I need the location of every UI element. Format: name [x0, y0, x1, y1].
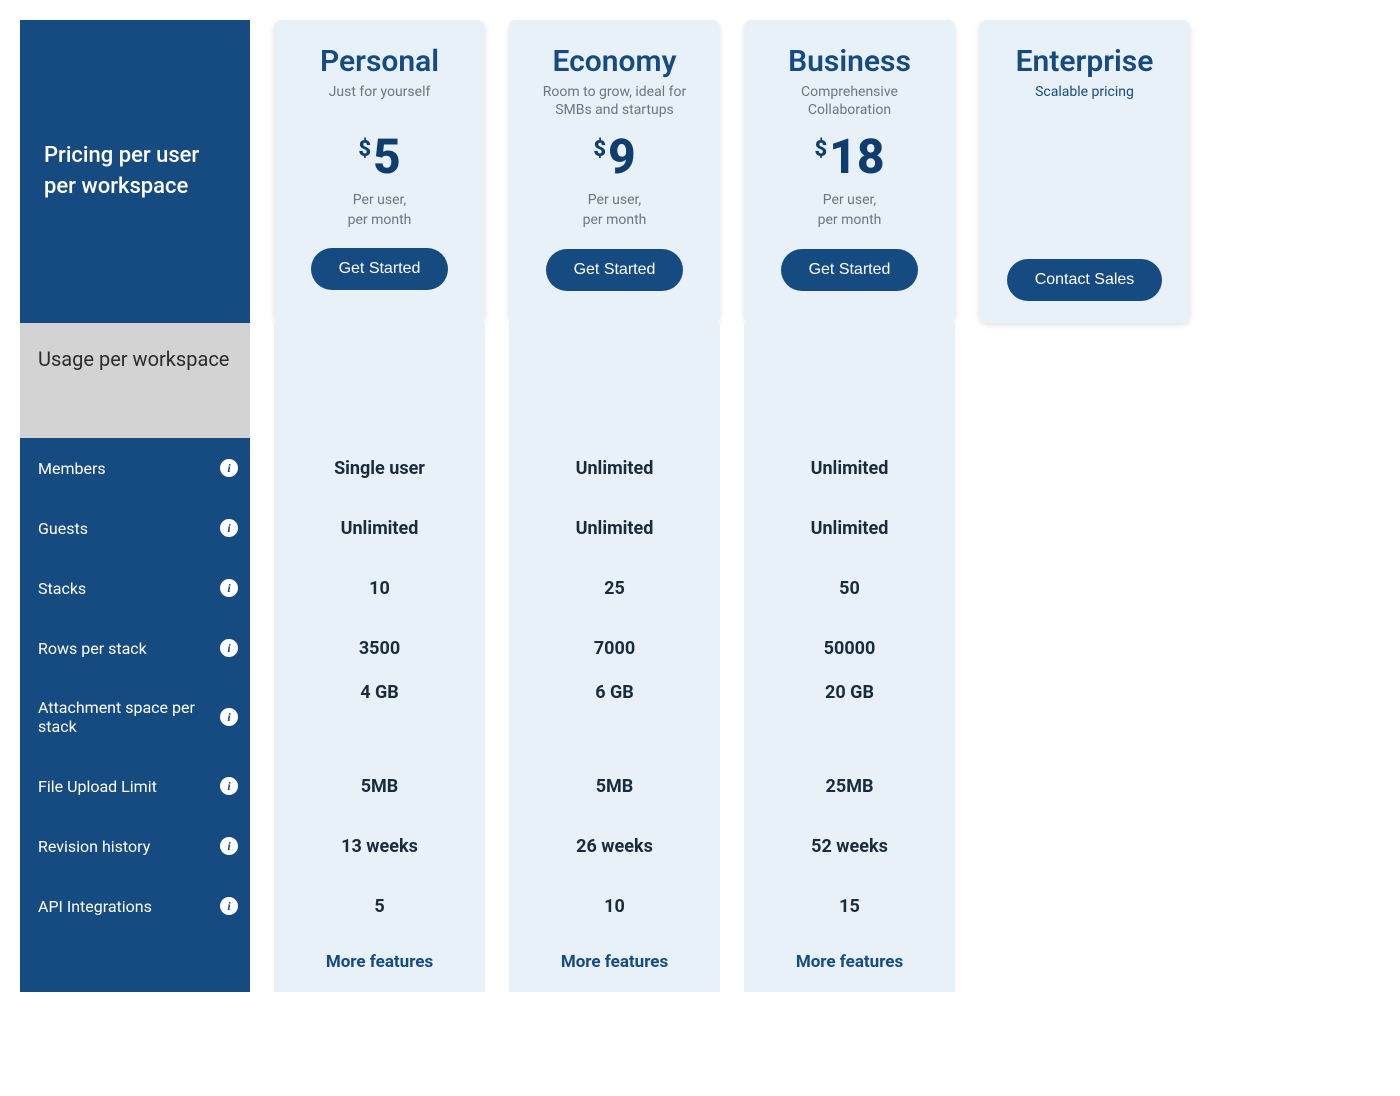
val-business-guests: Unlimited [744, 498, 955, 558]
plan-tagline: Scalable pricing [1035, 83, 1134, 119]
more-features-link[interactable]: More features [744, 936, 955, 992]
section-header-usage: Usage per workspace [20, 323, 250, 438]
more-features-link[interactable]: More features [274, 936, 485, 992]
plan-currency: $ [814, 139, 827, 161]
info-icon[interactable]: i [220, 708, 238, 726]
val-personal-stacks: 10 [274, 558, 485, 618]
plan-currency: $ [358, 139, 371, 161]
pricing-header: Pricing per user per workspace [20, 20, 250, 323]
feature-row-revision-history: Revision history i [20, 816, 250, 876]
val-economy-upload: 5MB [509, 756, 720, 816]
feature-row-rows-per-stack: Rows per stack i [20, 618, 250, 678]
feature-row-members: Members i [20, 438, 250, 498]
info-icon[interactable]: i [220, 897, 238, 915]
plan-name: Personal [320, 44, 439, 79]
plan-tagline: Just for yourself [329, 83, 431, 119]
val-personal-attach: 4 GB [274, 678, 485, 756]
contact-sales-button[interactable]: Contact Sales [1007, 259, 1163, 301]
val-business-revision: 52 weeks [744, 816, 955, 876]
info-icon[interactable]: i [220, 639, 238, 657]
feature-row-api-integrations: API Integrations i [20, 876, 250, 936]
feature-row-stacks: Stacks i [20, 558, 250, 618]
plan-amount: 9 [608, 133, 636, 181]
val-business-upload: 25MB [744, 756, 955, 816]
val-personal-members: Single user [274, 438, 485, 498]
info-icon[interactable]: i [220, 777, 238, 795]
plan-card-enterprise: Enterprise Scalable pricing Contact Sale… [979, 20, 1190, 323]
plan-amount: 5 [373, 133, 401, 181]
val-economy-rows: 7000 [509, 618, 720, 678]
val-personal-upload: 5MB [274, 756, 485, 816]
val-economy-api: 10 [509, 876, 720, 936]
val-business-attach: 20 GB [744, 678, 955, 756]
plan-col-business-spacer [744, 323, 955, 438]
feature-row-attachment-space: Attachment space per stack i [20, 678, 250, 756]
info-icon[interactable]: i [220, 519, 238, 537]
plan-tagline: Comprehensive Collaboration [762, 83, 937, 119]
plan-col-enterprise-empty [979, 323, 1190, 438]
pricing-table: Pricing per user per workspace Personal … [20, 20, 1190, 992]
val-business-rows: 50000 [744, 618, 955, 678]
val-economy-revision: 26 weeks [509, 816, 720, 876]
val-economy-members: Unlimited [509, 438, 720, 498]
plan-col-personal-spacer [274, 323, 485, 438]
info-icon[interactable]: i [220, 579, 238, 597]
feature-row-guests: Guests i [20, 498, 250, 558]
val-personal-rows: 3500 [274, 618, 485, 678]
plan-amount: 18 [829, 133, 884, 181]
more-features-link[interactable]: More features [509, 936, 720, 992]
val-business-members: Unlimited [744, 438, 955, 498]
plan-per: Per user, per month [583, 191, 647, 230]
plan-name: Enterprise [1016, 44, 1154, 79]
plan-card-business: Business Comprehensive Collaboration $ 1… [744, 20, 955, 323]
pricing-header-text: Pricing per user per workspace [44, 141, 226, 203]
val-personal-api: 5 [274, 876, 485, 936]
plan-price: $ 18 [814, 133, 884, 181]
plan-per: Per user, per month [348, 191, 412, 230]
plan-col-economy-spacer [509, 323, 720, 438]
get-started-button[interactable]: Get Started [546, 249, 684, 291]
plan-currency: $ [593, 139, 606, 161]
get-started-button[interactable]: Get Started [781, 249, 919, 291]
info-icon[interactable]: i [220, 837, 238, 855]
feature-row-more [20, 936, 250, 992]
plan-per: Per user, per month [818, 191, 882, 230]
plan-card-economy: Economy Room to grow, ideal for SMBs and… [509, 20, 720, 323]
val-economy-stacks: 25 [509, 558, 720, 618]
val-business-stacks: 50 [744, 558, 955, 618]
val-economy-attach: 6 GB [509, 678, 720, 756]
plan-tagline: Room to grow, ideal for SMBs and startup… [527, 83, 702, 119]
info-icon[interactable]: i [220, 459, 238, 477]
plan-card-personal: Personal Just for yourself $ 5 Per user,… [274, 20, 485, 323]
get-started-button[interactable]: Get Started [311, 248, 449, 290]
val-business-api: 15 [744, 876, 955, 936]
val-personal-revision: 13 weeks [274, 816, 485, 876]
val-economy-guests: Unlimited [509, 498, 720, 558]
plan-name: Economy [553, 44, 677, 79]
val-personal-guests: Unlimited [274, 498, 485, 558]
feature-row-file-upload: File Upload Limit i [20, 756, 250, 816]
plan-price: $ 5 [358, 133, 400, 181]
plan-name: Business [788, 44, 911, 79]
plan-price: $ 9 [593, 133, 635, 181]
